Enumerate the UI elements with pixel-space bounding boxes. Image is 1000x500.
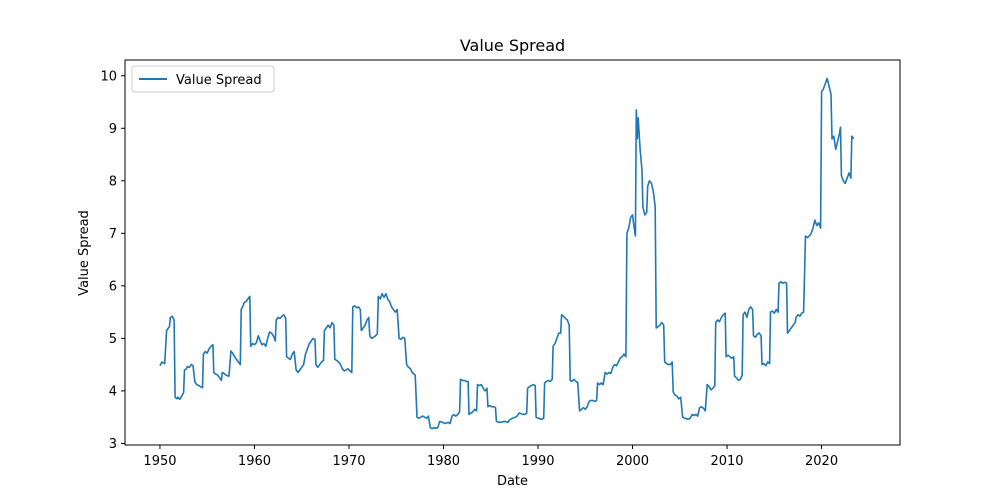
y-tick-label: 5 xyxy=(109,332,117,347)
x-tick-label: 1960 xyxy=(238,454,271,469)
x-axis-label: Date xyxy=(497,474,528,489)
y-tick-label: 6 xyxy=(109,279,117,294)
plot-area-frame xyxy=(124,59,901,446)
legend-label-value-spread: Value Spread xyxy=(176,73,262,88)
y-tick-label: 7 xyxy=(109,227,117,242)
x-axis-ticks: 1950 1960 1970 1980 1990 2000 2010 2020 xyxy=(143,445,838,469)
x-tick-label: 1970 xyxy=(332,454,365,469)
x-tick-label: 2010 xyxy=(710,454,743,469)
legend: Value Spread xyxy=(131,65,275,93)
x-tick-label: 1950 xyxy=(143,454,176,469)
y-axis-label: Value Spread xyxy=(77,210,92,296)
plot-series xyxy=(159,77,855,430)
y-axis-ticks: 3 4 5 6 7 8 9 10 xyxy=(100,69,125,452)
x-tick-label: 1980 xyxy=(427,454,460,469)
legend-box xyxy=(131,65,275,93)
y-tick-label: 4 xyxy=(109,384,117,399)
y-tick-label: 8 xyxy=(109,174,117,189)
chart-title: Value Spread xyxy=(460,36,565,55)
y-tick-label: 10 xyxy=(100,69,117,84)
x-tick-label: 2020 xyxy=(805,454,838,469)
y-tick-label: 9 xyxy=(109,122,117,137)
x-tick-label: 2000 xyxy=(616,454,649,469)
series-line-value-spread xyxy=(159,77,855,430)
x-tick-label: 1990 xyxy=(521,454,554,469)
y-tick-label: 3 xyxy=(109,437,117,452)
